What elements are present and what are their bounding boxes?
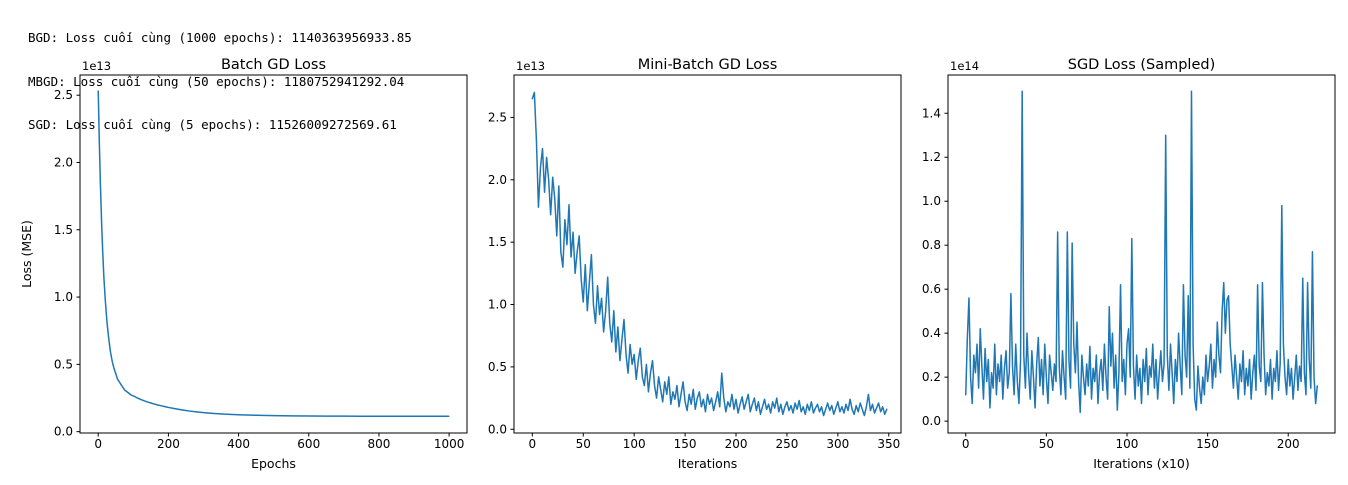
y-tick-label: 1.4 xyxy=(922,106,941,120)
chart-title: Batch GD Loss xyxy=(221,57,326,73)
y-tick-label: 0.4 xyxy=(922,326,941,340)
x-tick-label: 400 xyxy=(227,437,250,451)
x-tick-label: 200 xyxy=(725,437,748,451)
loss-line xyxy=(97,90,450,418)
plot-area xyxy=(947,74,1336,434)
x-axis-label: Epochs xyxy=(251,456,296,471)
y-axis-label: Loss (MSE) xyxy=(19,220,34,288)
y-tick-label: 0.6 xyxy=(922,282,941,296)
x-tick-label: 300 xyxy=(826,437,849,451)
y-tick-label: 0.8 xyxy=(922,238,941,252)
x-tick-label: 600 xyxy=(297,437,320,451)
y-tick-label: 1.0 xyxy=(488,298,507,312)
sgd-loss-sampled-chart: 0 50 100 150 200 0.0 0.2 0.4 0.6 0.8 1.0 1.2 1.4 1e14… xyxy=(922,57,1336,471)
y-tick-label: 2.0 xyxy=(54,155,73,169)
console-output: BGD: Loss cuối cùng (1000 epochs): 11403… xyxy=(28,2,412,162)
x-tick-label: 100 xyxy=(623,437,646,451)
y-tick-label: 0.0 xyxy=(54,425,73,439)
y-axis-offset-text: 1e13 xyxy=(82,59,111,73)
console-line-sgd: SGD: Loss cuối cùng (5 epochs): 11526009… xyxy=(28,117,397,132)
y-tick-label: 2.0 xyxy=(488,173,507,187)
mini-batch-gd-loss-chart: 0 50 100 150 200 250 300 350 0.0 0.5 1.0 1.5 2.0 2.5 1… xyxy=(488,57,902,471)
x-tick-label: 800 xyxy=(367,437,390,451)
x-tick-label: 100 xyxy=(1116,437,1139,451)
y-tick-label: 0.0 xyxy=(922,414,941,428)
x-axis-label: Iterations xyxy=(678,456,738,471)
batch-gd-loss-chart: 0 200 400 600 800 1000 0.0 0.5 1.0 1.5 2.0 2.5 1e13 B… xyxy=(19,57,468,471)
x-tick-label: 200 xyxy=(157,437,180,451)
x-tick-label: 250 xyxy=(775,437,798,451)
y-tick-label: 2.5 xyxy=(54,88,73,102)
plot-area xyxy=(79,74,468,434)
x-tick-label: 150 xyxy=(674,437,697,451)
loss-line xyxy=(531,91,888,417)
y-tick-label: 0.0 xyxy=(488,422,507,436)
y-axis-offset-text: 1e14 xyxy=(950,59,979,73)
console-line-bgd: BGD: Loss cuối cùng (1000 epochs): 11403… xyxy=(28,30,412,45)
x-tick-label: 0 xyxy=(94,437,102,451)
y-tick-label: 1.5 xyxy=(488,235,507,249)
x-tick-label: 0 xyxy=(962,437,970,451)
console-line-mbgd: MBGD: Loss cuối cùng (50 epochs): 118075… xyxy=(28,73,405,89)
y-tick-label: 0.2 xyxy=(922,370,941,384)
x-tick-label: 50 xyxy=(1039,437,1054,451)
y-tick-label: 0.5 xyxy=(54,357,73,371)
y-tick-label: 0.5 xyxy=(488,360,507,374)
x-tick-label: 350 xyxy=(877,437,900,451)
x-tick-label: 50 xyxy=(576,437,591,451)
y-tick-label: 1.5 xyxy=(54,223,73,237)
x-tick-label: 200 xyxy=(1277,437,1300,451)
y-tick-label: 1.2 xyxy=(922,150,941,164)
chart-title: Mini-Batch GD Loss xyxy=(638,57,778,73)
y-tick-label: 1.0 xyxy=(922,194,941,208)
x-tick-label: 1000 xyxy=(434,437,465,451)
y-tick-label: 2.5 xyxy=(488,110,507,124)
x-axis-label: Iterations (x10) xyxy=(1093,456,1190,471)
y-tick-label: 1.0 xyxy=(54,290,73,304)
chart-title: SGD Loss (Sampled) xyxy=(1068,57,1216,73)
loss-line xyxy=(964,90,1319,414)
y-axis-offset-text: 1e13 xyxy=(516,59,545,73)
x-tick-label: 0 xyxy=(529,437,537,451)
x-tick-label: 150 xyxy=(1196,437,1219,451)
plot-area xyxy=(513,74,902,434)
